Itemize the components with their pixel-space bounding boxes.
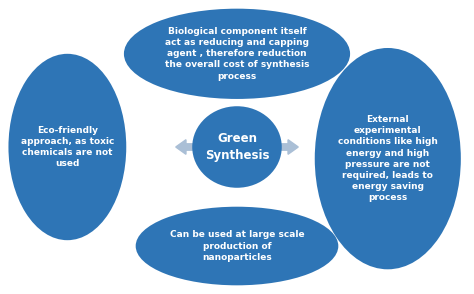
Ellipse shape (124, 9, 350, 99)
Text: Eco-friendly
approach, as toxic
chemicals are not
used: Eco-friendly approach, as toxic chemical… (21, 126, 114, 168)
Text: Green
Synthesis: Green Synthesis (205, 133, 269, 161)
FancyArrow shape (251, 140, 298, 154)
Ellipse shape (315, 48, 461, 269)
Ellipse shape (9, 54, 126, 240)
FancyArrow shape (230, 109, 244, 138)
FancyArrow shape (230, 156, 244, 185)
Ellipse shape (136, 207, 338, 285)
Text: Can be used at large scale
production of
nanoparticles: Can be used at large scale production of… (170, 230, 304, 262)
Text: Biological component itself
act as reducing and capping
agent , therefore reduct: Biological component itself act as reduc… (165, 27, 309, 81)
Ellipse shape (192, 106, 282, 188)
FancyArrow shape (176, 140, 223, 154)
Text: External
experimental
conditions like high
energy and high
pressure are not
requ: External experimental conditions like hi… (338, 115, 438, 202)
